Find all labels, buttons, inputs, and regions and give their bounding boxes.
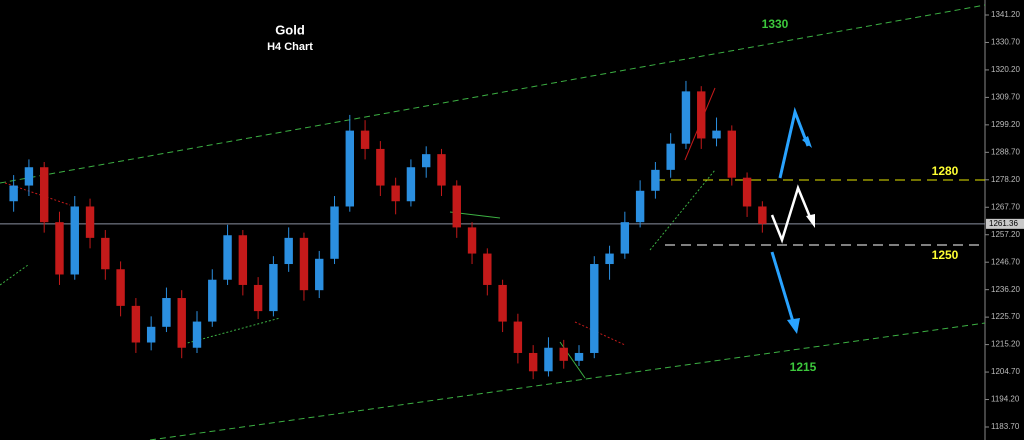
candle-body bbox=[9, 185, 18, 202]
candle-body bbox=[498, 284, 507, 322]
candle-body bbox=[360, 130, 370, 149]
candle-body bbox=[299, 237, 309, 291]
candle-body bbox=[70, 206, 79, 275]
annotation: 1250 bbox=[932, 248, 959, 262]
y-tick-label: 1215.20 bbox=[991, 340, 1020, 349]
trend-line bbox=[574, 321, 626, 346]
annotation: 1280 bbox=[932, 164, 959, 178]
candle-body bbox=[727, 130, 737, 178]
candle-body bbox=[421, 154, 431, 168]
up-arrow bbox=[778, 106, 810, 179]
candle-body bbox=[24, 167, 34, 186]
candle-body bbox=[315, 258, 324, 291]
candle-body bbox=[177, 298, 186, 348]
y-tick-label: 1267.70 bbox=[991, 202, 1020, 211]
y-tick-label: 1236.20 bbox=[991, 285, 1020, 294]
candle-body bbox=[101, 237, 110, 270]
candle-body bbox=[528, 352, 538, 372]
candle-body bbox=[238, 235, 248, 285]
candle-body bbox=[467, 227, 477, 254]
y-tick-label: 1330.70 bbox=[991, 38, 1020, 47]
plot bbox=[0, 80, 985, 380]
annotation: 1215 bbox=[790, 360, 817, 374]
arrow-head bbox=[787, 318, 800, 334]
candle-body bbox=[208, 279, 217, 322]
y-tick-label: 1257.20 bbox=[991, 230, 1020, 239]
candle-body bbox=[345, 130, 355, 207]
arrow-head bbox=[806, 214, 815, 228]
candle-body bbox=[284, 237, 293, 265]
candle-body bbox=[712, 130, 721, 139]
y-tick-label: 1246.70 bbox=[991, 257, 1020, 266]
candle-body bbox=[162, 298, 171, 327]
trend-line bbox=[649, 169, 716, 251]
y-tick-label: 1183.70 bbox=[991, 422, 1020, 431]
candle-body bbox=[513, 321, 523, 353]
candle-body bbox=[330, 206, 339, 259]
candle-body bbox=[758, 206, 767, 224]
y-tick-label: 1288.70 bbox=[991, 147, 1020, 156]
chart-subtitle: H4 Chart bbox=[267, 41, 313, 53]
candle-body bbox=[635, 190, 645, 223]
y-tick-label: 1309.70 bbox=[991, 93, 1020, 102]
trend-line bbox=[4, 182, 71, 206]
y-tick-label: 1194.20 bbox=[991, 395, 1020, 404]
range-arrow bbox=[770, 184, 814, 244]
candle-body bbox=[39, 167, 49, 223]
candle-body bbox=[223, 235, 232, 280]
candle-body bbox=[192, 321, 202, 348]
y-tick-label: 1299.20 bbox=[991, 120, 1020, 129]
candle-body bbox=[697, 91, 706, 139]
candle-body bbox=[376, 148, 385, 186]
candle-body bbox=[544, 347, 553, 372]
candle-body bbox=[406, 167, 416, 202]
candle-body bbox=[55, 222, 64, 275]
y-tick-label: 1278.20 bbox=[991, 175, 1020, 184]
y-tick-label: 1320.20 bbox=[991, 65, 1020, 74]
candle-body bbox=[437, 154, 446, 186]
candle-body bbox=[116, 269, 125, 306]
candle-body bbox=[605, 253, 614, 265]
annotation: 1330 bbox=[762, 17, 789, 31]
candle-body bbox=[620, 222, 630, 254]
candle-body bbox=[452, 185, 461, 228]
trend-line bbox=[0, 264, 29, 286]
candle-body bbox=[574, 352, 584, 361]
arrow-head bbox=[802, 136, 812, 148]
candle-body bbox=[666, 143, 675, 170]
y-tick-label: 1204.70 bbox=[991, 367, 1020, 376]
candle-body bbox=[131, 305, 141, 343]
candle-body bbox=[483, 253, 492, 285]
candle-body bbox=[269, 264, 278, 312]
down-arrow bbox=[770, 251, 796, 326]
y-tick-label: 1225.70 bbox=[991, 312, 1020, 321]
candle-body bbox=[559, 347, 568, 361]
candle-body bbox=[681, 91, 691, 144]
last-price-box bbox=[986, 218, 1024, 229]
last-price-label: 1261.36 bbox=[989, 219, 1018, 228]
y-tick-label: 1341.20 bbox=[991, 10, 1020, 19]
candle-body bbox=[651, 169, 660, 191]
candle-body bbox=[391, 185, 400, 202]
upper-channel bbox=[0, 4, 986, 184]
candle-body bbox=[590, 264, 599, 353]
lower-channel bbox=[149, 322, 986, 440]
chart-title: Gold bbox=[275, 22, 305, 37]
candle-body bbox=[146, 326, 156, 343]
candle-body bbox=[742, 177, 752, 207]
candle-body bbox=[85, 206, 95, 238]
candle-body bbox=[253, 284, 263, 312]
